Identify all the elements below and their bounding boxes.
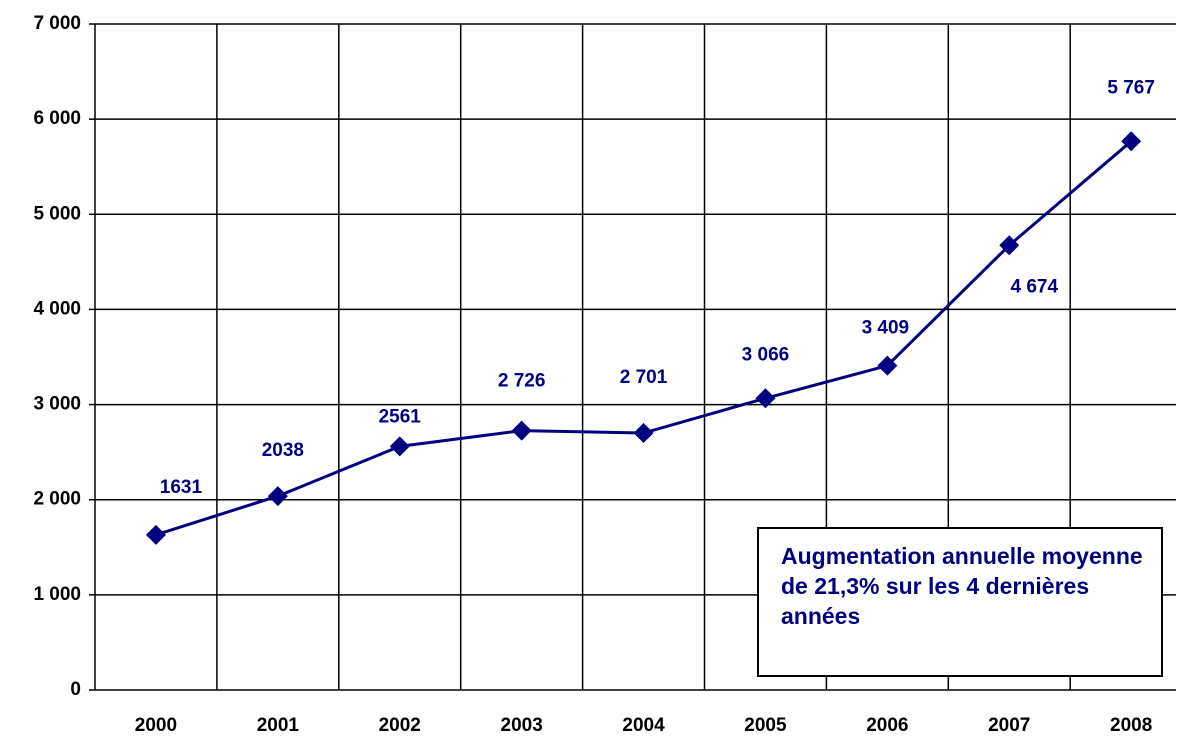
- y-tick-label: 5 000: [33, 203, 81, 224]
- marker: [755, 388, 776, 409]
- data-label: 3 409: [862, 318, 910, 339]
- x-tick-label: 2006: [866, 715, 908, 736]
- x-tick-label: 2005: [744, 715, 787, 736]
- marker: [145, 524, 166, 545]
- annotation: Augmentation annuelle moyenne de 21,3% s…: [757, 527, 1163, 677]
- data-label: 1631: [160, 477, 203, 498]
- marker: [1121, 131, 1142, 152]
- x-tick-label: 2000: [135, 715, 177, 736]
- data-label: 2561: [379, 406, 422, 427]
- data-label: 3 066: [742, 344, 790, 365]
- marker: [633, 423, 654, 444]
- y-tick-label: 7 000: [33, 13, 81, 34]
- data-label: 2 701: [620, 367, 668, 388]
- marker: [877, 355, 898, 376]
- x-tick-label: 2007: [988, 715, 1030, 736]
- x-tick-label: 2001: [257, 715, 300, 736]
- marker: [389, 436, 410, 457]
- y-tick-label: 2 000: [33, 489, 81, 510]
- y-tick-label: 1 000: [33, 584, 81, 605]
- y-tick-label: 0: [70, 679, 81, 700]
- x-tick-label: 2004: [622, 715, 665, 736]
- marker: [267, 486, 288, 507]
- y-tick-label: 6 000: [33, 108, 81, 129]
- data-label: 5 767: [1107, 77, 1155, 98]
- x-tick-label: 2003: [501, 715, 543, 736]
- x-tick-label: 2008: [1110, 715, 1152, 736]
- data-label: 4 674: [1010, 276, 1058, 297]
- x-tick-label: 2002: [379, 715, 421, 736]
- data-label: 2 726: [498, 371, 546, 392]
- marker: [511, 420, 532, 441]
- y-tick-label: 3 000: [33, 394, 81, 415]
- marker: [999, 235, 1020, 256]
- data-line: [155, 140, 1133, 537]
- data-label: 2038: [262, 440, 304, 461]
- y-tick-label: 4 000: [33, 298, 81, 319]
